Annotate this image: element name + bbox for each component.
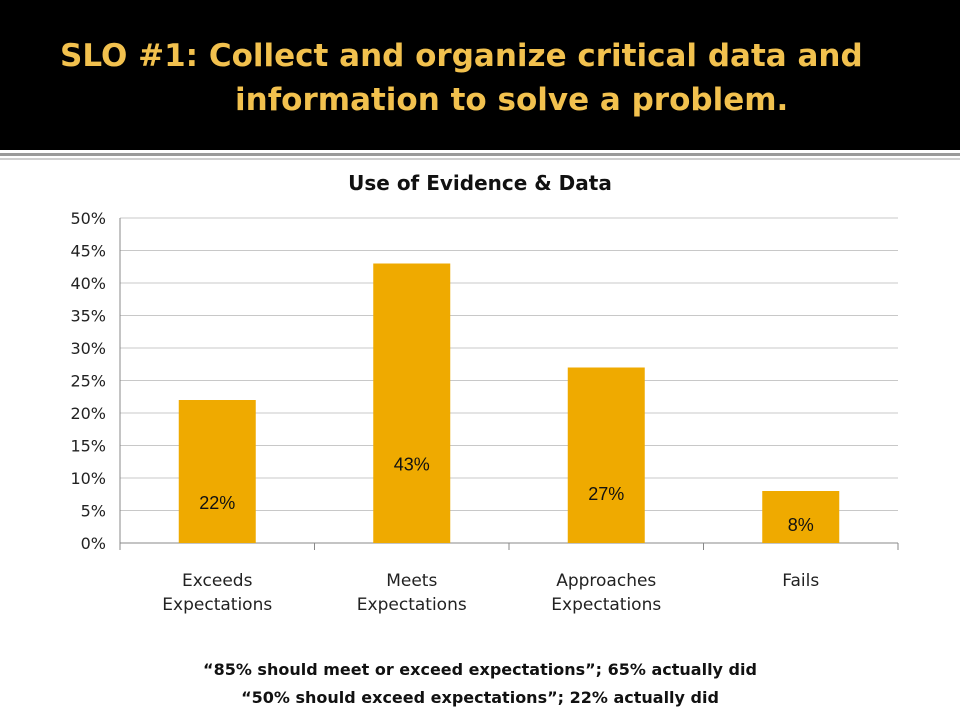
chart-title: Use of Evidence & Data	[348, 171, 612, 195]
x-category-label: Exceeds Expectations	[162, 571, 272, 615]
bar	[373, 263, 451, 543]
x-axis-categories: Exceeds Expectations Meets Expectations Appr…	[162, 571, 819, 615]
bar	[178, 400, 256, 543]
x-category-label: Approaches Expectations	[551, 571, 661, 615]
y-tick-label: 30%	[70, 339, 106, 358]
data-labels: 22% 43% 27% 8%	[199, 455, 814, 535]
x-category-label: Meets Expectations	[357, 571, 467, 615]
y-tick-label: 35%	[70, 307, 106, 326]
x-category-label: Fails	[782, 571, 819, 591]
footnote-line-1: “85% should meet or exceed expectations”…	[203, 660, 757, 679]
y-axis-ticks: 0% 5% 10% 15% 20% 25% 30% 35% 40% 45% 50%	[70, 209, 106, 553]
title-band	[0, 0, 960, 150]
y-tick-label: 20%	[70, 404, 106, 423]
data-label: 22%	[199, 493, 235, 513]
bars	[178, 263, 840, 543]
data-label: 8%	[788, 515, 814, 535]
y-tick-label: 40%	[70, 274, 106, 293]
y-tick-label: 45%	[70, 242, 106, 261]
bar-chart: Use of Evidence & Data 0% 5% 10% 15% 20% 25% 3…	[70, 171, 899, 615]
y-tick-label: 50%	[70, 209, 106, 228]
bar	[762, 491, 840, 543]
bar	[567, 367, 645, 543]
slide-title-line-2: information to solve a problem.	[235, 82, 789, 118]
divider-line	[0, 153, 960, 156]
y-tick-label: 25%	[70, 372, 106, 391]
y-tick-label: 0%	[81, 534, 106, 553]
y-tick-label: 10%	[70, 469, 106, 488]
footnote: “85% should meet or exceed expectations”…	[0, 656, 960, 712]
y-tick-label: 5%	[81, 502, 106, 521]
slide-title: SLO #1: Collect and organize critical da…	[60, 34, 920, 122]
y-tick-label: 15%	[70, 437, 106, 456]
data-label: 43%	[394, 455, 430, 475]
footnote-line-2: “50% should exceed expectations”; 22% ac…	[241, 688, 719, 707]
slide-title-line-1: SLO #1: Collect and organize critical da…	[60, 38, 863, 74]
data-label: 27%	[588, 484, 624, 504]
divider-line-thin	[0, 158, 960, 160]
